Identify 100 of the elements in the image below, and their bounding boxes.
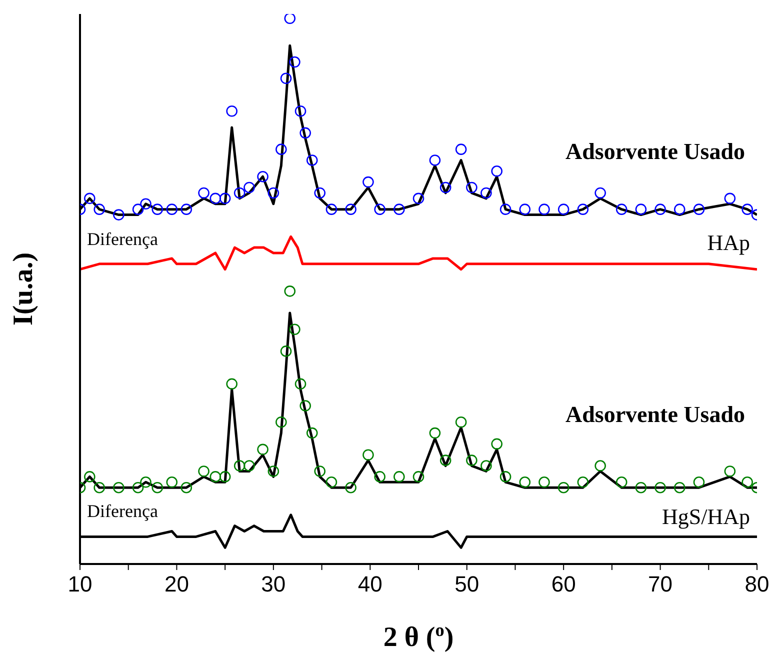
point <box>219 192 231 204</box>
point <box>594 460 606 472</box>
point <box>674 482 686 494</box>
point <box>345 482 356 494</box>
point <box>300 400 311 412</box>
point <box>538 476 550 488</box>
point <box>480 187 492 199</box>
point <box>257 170 268 182</box>
point <box>412 192 424 204</box>
y-axis-title: I(u.a.) <box>8 252 39 326</box>
point <box>210 192 222 204</box>
point <box>289 56 300 68</box>
x-tick-label: 40 <box>358 572 382 597</box>
point <box>345 204 356 215</box>
point <box>306 154 318 166</box>
annotation: Adsorvente Usado <box>565 401 745 429</box>
point <box>284 286 296 297</box>
annotation: Diferença <box>87 501 158 523</box>
point <box>280 72 292 84</box>
point <box>152 204 164 215</box>
point <box>226 105 238 117</box>
point <box>455 144 467 155</box>
point <box>455 416 467 428</box>
point <box>284 14 296 24</box>
point <box>519 476 531 488</box>
point <box>300 127 311 139</box>
point <box>140 198 152 210</box>
x-tick-label: 80 <box>744 572 770 597</box>
point <box>234 460 246 472</box>
point <box>654 482 666 494</box>
point <box>742 204 753 215</box>
point <box>635 482 647 494</box>
point <box>219 471 231 482</box>
point <box>724 192 736 204</box>
point <box>616 204 628 215</box>
point <box>276 416 287 428</box>
point <box>198 187 210 199</box>
point <box>113 482 124 494</box>
point <box>94 482 105 494</box>
point <box>152 482 164 494</box>
point <box>276 144 287 155</box>
point <box>268 187 280 199</box>
x-tick-label: 10 <box>68 572 92 597</box>
point <box>314 466 326 477</box>
point <box>210 471 222 482</box>
point <box>519 204 531 215</box>
point <box>374 471 386 482</box>
point <box>244 182 255 194</box>
point <box>84 192 96 204</box>
point <box>294 105 306 117</box>
point <box>616 476 628 488</box>
point <box>166 476 178 488</box>
point <box>412 471 424 482</box>
point <box>362 176 374 188</box>
point <box>180 204 192 215</box>
annotation: HgS/HAp <box>662 504 750 530</box>
point <box>440 454 452 466</box>
x-tick-label: 60 <box>551 572 576 597</box>
point <box>500 471 512 482</box>
point <box>724 466 736 477</box>
point <box>654 204 666 215</box>
point <box>577 476 589 488</box>
point <box>491 438 502 450</box>
point <box>166 204 178 215</box>
x-axis-title: 2 θ ($^{o}$) <box>383 620 454 653</box>
point <box>289 324 300 336</box>
point <box>306 427 318 439</box>
point <box>244 460 255 472</box>
point <box>693 476 705 488</box>
point <box>374 204 386 215</box>
point <box>314 187 326 199</box>
point <box>362 449 374 461</box>
point <box>394 471 405 482</box>
point <box>480 460 492 472</box>
point <box>84 471 96 482</box>
point <box>294 378 306 390</box>
annotation: Diferença <box>87 229 158 251</box>
x-tick-label: 70 <box>648 572 673 597</box>
annotation: HAp <box>707 230 750 256</box>
point <box>132 482 144 494</box>
point <box>326 476 338 488</box>
point <box>466 182 478 194</box>
point <box>132 204 144 215</box>
point <box>674 204 686 215</box>
point <box>538 204 550 215</box>
point <box>635 204 647 215</box>
point <box>466 454 478 466</box>
point <box>693 204 705 215</box>
x-tick-label: 30 <box>261 572 286 597</box>
point <box>500 204 512 215</box>
point <box>226 378 238 390</box>
x-tick-label: 20 <box>164 572 189 597</box>
point <box>429 154 441 166</box>
point <box>742 476 753 488</box>
x-tick-label: 50 <box>454 572 480 597</box>
point <box>440 182 452 194</box>
annotation: Adsorvente Usado <box>565 138 745 166</box>
point <box>113 209 124 220</box>
point <box>558 204 570 215</box>
point <box>594 187 606 199</box>
